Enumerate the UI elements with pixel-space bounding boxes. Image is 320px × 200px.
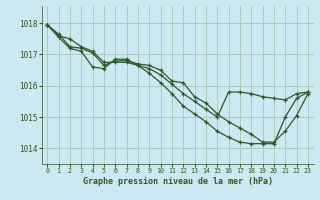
X-axis label: Graphe pression niveau de la mer (hPa): Graphe pression niveau de la mer (hPa) xyxy=(83,177,273,186)
